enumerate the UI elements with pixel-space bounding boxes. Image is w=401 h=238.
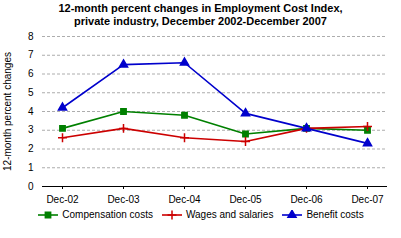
svg-text:5: 5	[28, 87, 34, 98]
svg-text:4: 4	[28, 106, 34, 117]
svg-text:7: 7	[28, 49, 34, 60]
svg-text:Dec-05: Dec-05	[229, 194, 262, 205]
html-text:private industry, December 200: private industry, December 2002-December…	[74, 15, 327, 27]
svg-text:Dec-03: Dec-03	[107, 194, 140, 205]
svg-text:Dec-07: Dec-07	[351, 194, 384, 205]
html-text:Wages and salaries: Wages and salaries	[185, 209, 274, 220]
svg-text:12-month percent changes: 12-month percent changes	[2, 52, 13, 171]
svg-text:Dec-04: Dec-04	[168, 194, 201, 205]
svg-text:0: 0	[28, 181, 34, 192]
svg-text:Dec-06: Dec-06	[290, 194, 323, 205]
svg-text:Dec-02: Dec-02	[46, 194, 79, 205]
svg-text:2: 2	[28, 143, 34, 154]
svg-text:1: 1	[28, 162, 34, 173]
svg-text:6: 6	[28, 68, 34, 79]
svg-text:3: 3	[28, 124, 34, 135]
html-text:Compensation costs: Compensation costs	[62, 209, 153, 220]
html-text:Benefit costs: Benefit costs	[306, 209, 364, 220]
html-text:12-month percent changes in Em: 12-month percent changes in Employment C…	[58, 2, 343, 14]
svg-text:8: 8	[28, 31, 34, 42]
